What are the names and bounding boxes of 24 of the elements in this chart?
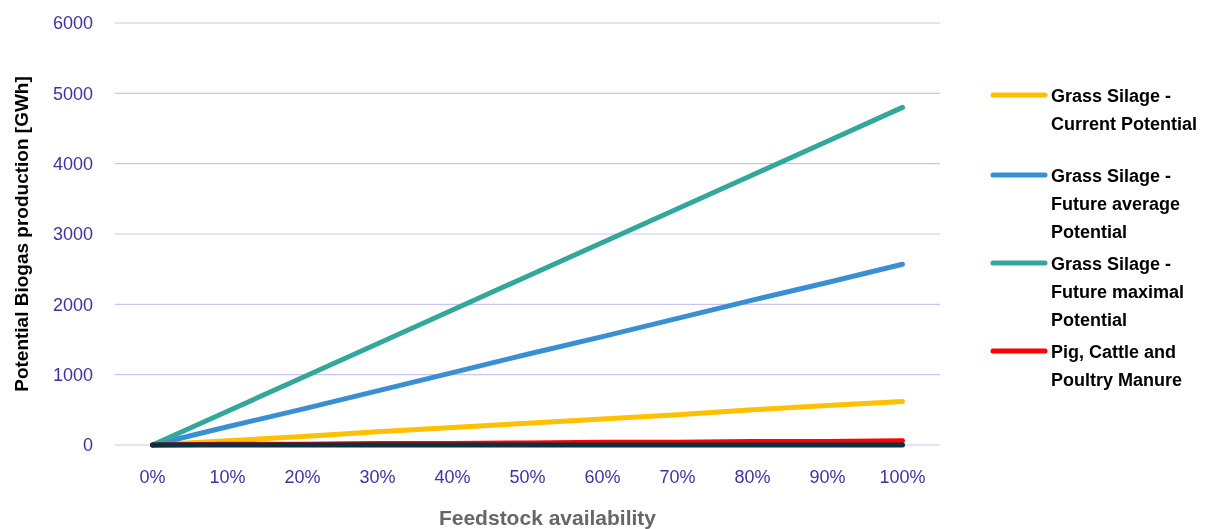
y-tick-label: 1000 (52, 364, 93, 385)
y-tick-label: 5000 (52, 83, 93, 104)
x-axis-title: Feedstock availability (438, 506, 657, 529)
x-tick-label: 60% (584, 467, 621, 487)
x-tick-label: 70% (659, 467, 696, 487)
y-tick-label: 3000 (52, 224, 93, 245)
x-tick-label: 10% (209, 467, 246, 487)
x-tick-label: 0% (139, 467, 166, 487)
x-tick-label: 90% (809, 467, 846, 487)
x-tick-label: 100% (879, 467, 926, 487)
legend-label: Grass Silage - Future maximal Potential (1051, 254, 1185, 330)
x-tick-label: 50% (509, 467, 546, 487)
y-tick-label: 4000 (52, 153, 93, 174)
legend-label: Grass Silage - Future average Potential (1051, 166, 1181, 242)
x-tick-label: 30% (359, 467, 396, 487)
legend-label: Grass Silage - Current Potential (1051, 86, 1198, 134)
x-tick-label: 80% (734, 467, 771, 487)
y-tick-label: 0 (82, 435, 93, 456)
y-tick-label: 6000 (52, 13, 93, 34)
x-tick-label: 20% (284, 467, 321, 487)
y-tick-label: 2000 (52, 294, 93, 315)
y-axis-title: Potential Biogas production [GWh] (11, 76, 32, 392)
x-tick-label: 40% (434, 467, 471, 487)
legend-label: Pig, Cattle and Poultry Manure (1051, 342, 1183, 390)
